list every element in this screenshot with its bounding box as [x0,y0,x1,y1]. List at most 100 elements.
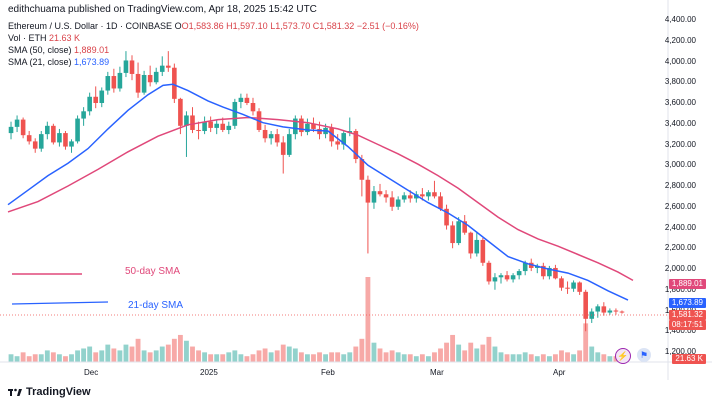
volume-bar [395,352,401,362]
candle [553,264,558,280]
price-axis-label: 2,800.00 [664,181,696,190]
candle [516,269,522,280]
price-axis-label: 4,200.00 [664,35,696,45]
candle [111,68,117,93]
volume-bar [129,346,135,362]
volume-bar [323,354,328,362]
volume-bar [425,356,431,362]
volume-bar [38,354,44,362]
volume-bar [377,348,383,362]
candle [184,111,189,157]
candle [232,98,238,129]
volume-bar [444,342,449,362]
candle [450,221,455,249]
volume-bar [226,352,232,362]
lightning-icon[interactable]: ⚡ [615,348,631,364]
volume-bar [8,354,14,362]
volume-bar [462,350,468,362]
candle [63,131,68,150]
volume-bar [141,350,147,362]
candle [57,128,62,147]
volume-bar [317,352,322,362]
volume-bar [184,340,189,362]
volume-bar [516,354,522,362]
price-tag: 1,889.01 [668,279,706,289]
sma50-legend-label: SMA (50, close) [8,45,72,55]
volume-bar [474,348,480,362]
volume-bar [528,354,534,362]
candle [395,196,401,210]
candle [510,273,516,283]
candle [377,183,383,197]
candle [135,62,141,98]
sma21-legend[interactable]: SMA (21, close) 1,673.89 [8,57,109,68]
volume-bar [32,354,38,362]
volume-bar [123,344,129,362]
candle [468,231,474,259]
time-axis-label: Mar [430,368,444,377]
price-axis-label: 3,200.00 [664,139,696,149]
candle [105,71,111,95]
volume-bar [220,354,226,362]
candle [474,231,480,257]
volume-bar [14,356,20,362]
volume-bar [450,334,456,362]
time-axis-label: Dec [84,368,99,377]
volume-bar [177,334,183,362]
price-axis-label: 4,400.00 [664,15,696,24]
candle [129,55,135,81]
volume-legend[interactable]: Vol · ETH 21.63 K [8,33,80,44]
sma50-legend[interactable]: SMA (50, close) 1,889.01 [8,45,109,56]
price-axis-label: 3,000.00 [664,160,696,170]
volume-bar [280,344,286,362]
footer-brand: TradingView [26,386,91,398]
candle [172,63,177,103]
time-axis-label: Apr [553,368,566,377]
ohlc-close: C1,581.32 [312,21,355,31]
candle [486,260,492,285]
candle [166,51,171,72]
candle [159,56,165,77]
price-tag: 1,673.89 [668,298,706,308]
volume-bar [589,346,595,362]
candle [117,66,123,92]
symbol-legend[interactable]: Ethereum / U.S. Dollar · 1D · COINBASE O… [8,21,419,32]
volume-bar [50,352,56,362]
candle [565,281,570,294]
volume-bar [595,352,601,362]
volume-bar [202,352,208,362]
candle [20,117,26,139]
flag-icon[interactable]: ⚑ [637,348,651,362]
symbol-name[interactable]: Ethereum / U.S. Dollar · 1D · COINBASE [8,21,173,31]
candle [589,308,595,323]
annotation-sma21: 21-day SMA [128,300,184,311]
candle [99,87,105,108]
volume-bars [8,277,625,362]
candle [81,107,86,126]
volume-bar [359,338,365,362]
candle [498,273,504,284]
volume-bar [56,354,62,362]
time-axis-label: Feb [321,368,335,377]
volume-bar [468,342,474,362]
volume-bar [117,350,123,362]
tradingview-footer[interactable]: TradingView [8,386,91,398]
price-axis-label: 1,800.00 [664,284,696,294]
candle [141,70,147,95]
volume-bar [298,352,304,362]
candle [383,190,389,203]
volume-bar [311,354,316,362]
publisher-line: edithchuama published on TradingView.com… [8,4,317,15]
price-axis-label: 3,400.00 [664,118,696,128]
candle [401,192,407,203]
candle [14,115,20,133]
candle [123,51,129,78]
volume-bar [286,346,292,362]
candle [504,271,510,282]
price-axis-label: 2,600.00 [664,201,696,211]
price-tag: 21.63 K [672,354,706,364]
candle [238,93,244,109]
volume-bar [389,350,395,362]
price-axis-label: 2,400.00 [664,222,696,232]
